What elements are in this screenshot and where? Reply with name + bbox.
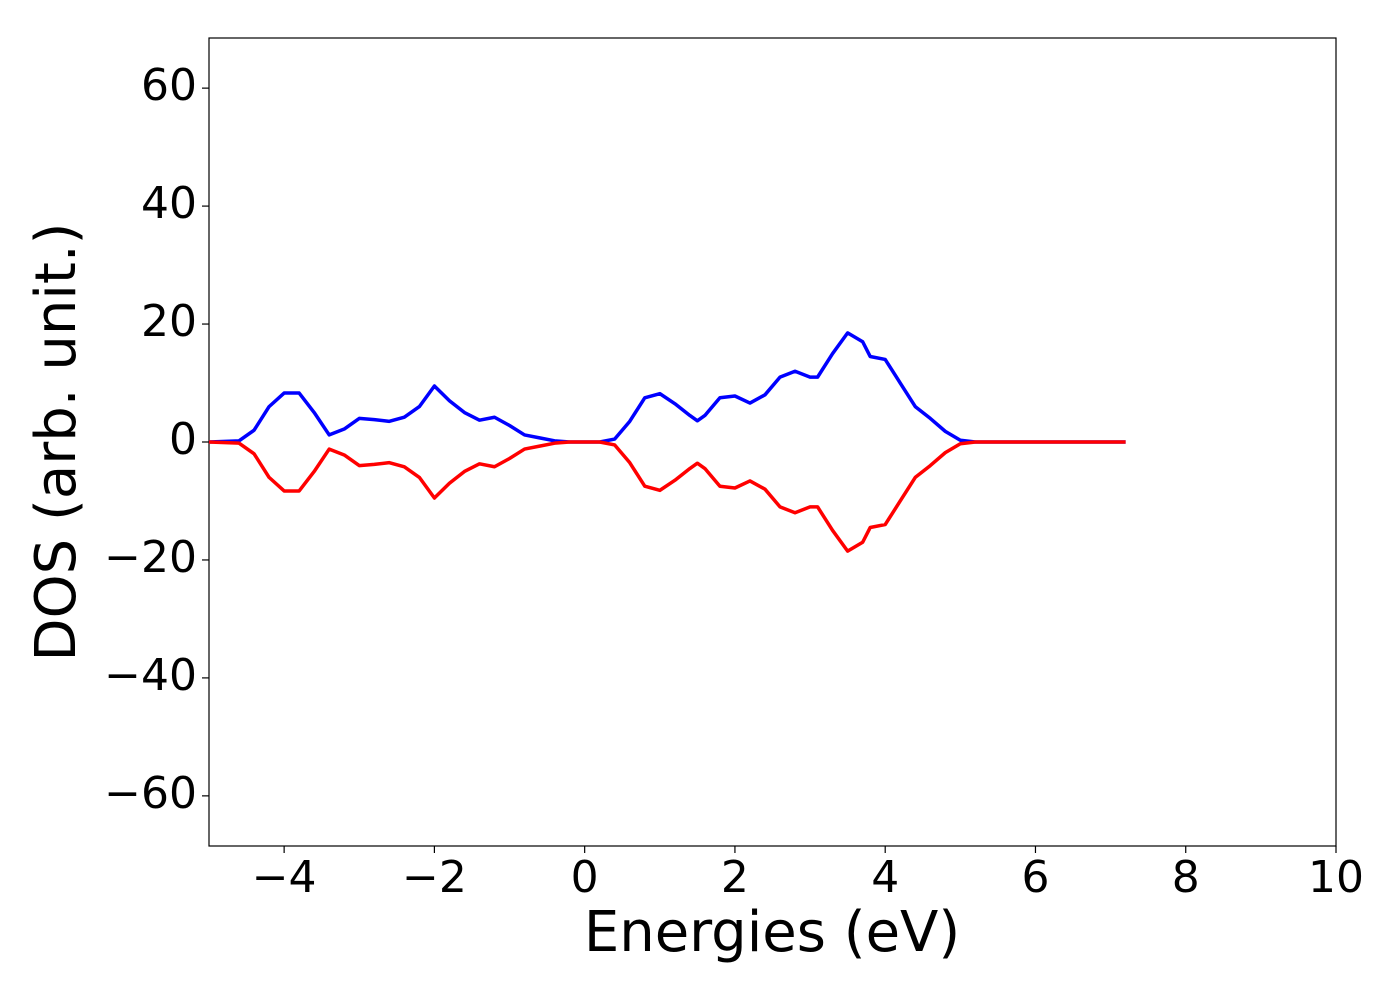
x-tick-label: 8 bbox=[1172, 852, 1200, 903]
x-tick-label: −2 bbox=[402, 852, 467, 903]
plot-frame bbox=[208, 37, 1337, 847]
y-tick-label: 60 bbox=[141, 60, 197, 111]
line-series bbox=[208, 440, 1126, 553]
y-tick-label: −20 bbox=[104, 532, 197, 583]
x-tick-label: 10 bbox=[1308, 852, 1364, 903]
y-tick-label: 0 bbox=[169, 414, 197, 465]
y-tick-label: −60 bbox=[104, 768, 197, 819]
x-tick-label: 4 bbox=[871, 852, 899, 903]
line-series bbox=[208, 331, 1126, 444]
x-tick-label: −4 bbox=[252, 852, 317, 903]
y-axis-label: DOS (arb. unit.) bbox=[24, 222, 89, 661]
y-tick-label: 40 bbox=[141, 178, 197, 229]
y-tick-label: 20 bbox=[141, 296, 197, 347]
x-tick-label: 2 bbox=[721, 852, 749, 903]
x-axis-label: Energies (eV) bbox=[584, 900, 960, 965]
x-tick-label: 0 bbox=[571, 852, 599, 903]
x-tick-label: 6 bbox=[1021, 852, 1049, 903]
y-tick-label: −40 bbox=[104, 650, 197, 701]
